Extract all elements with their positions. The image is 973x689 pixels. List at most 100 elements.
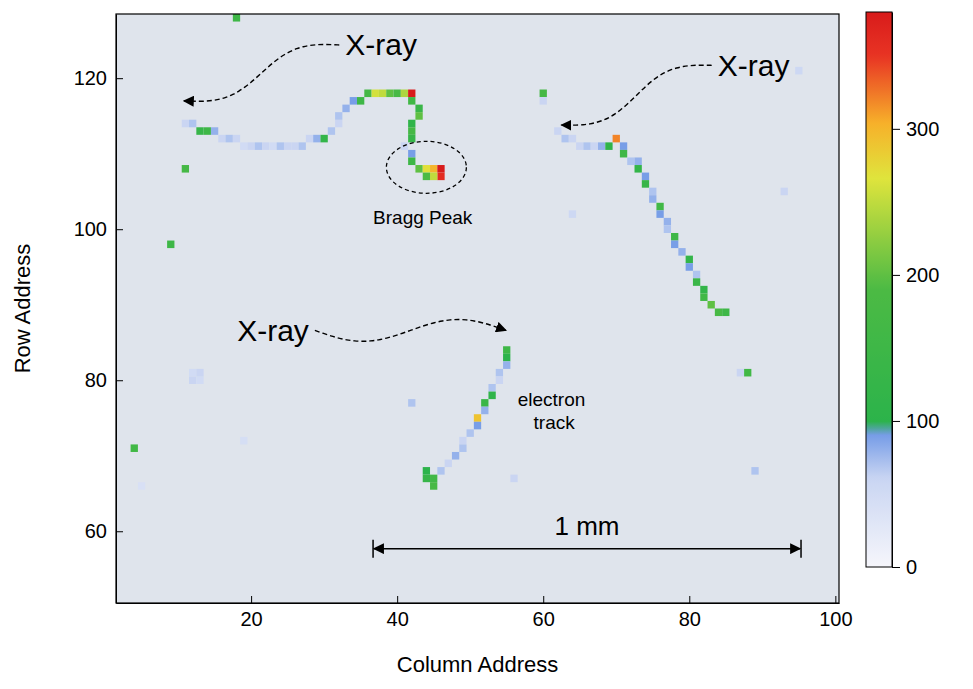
cell <box>328 127 335 135</box>
tick: 200 <box>892 264 939 286</box>
cell <box>364 90 371 98</box>
cell <box>189 369 196 377</box>
cell <box>415 105 422 113</box>
cell <box>138 482 145 490</box>
cell <box>196 376 203 384</box>
cell <box>605 142 612 150</box>
annotation-arrow <box>184 44 339 101</box>
annotations: X-rayX-rayX-rayBragg Peakelectron track <box>184 28 789 432</box>
cell <box>708 301 715 309</box>
cell <box>189 376 196 384</box>
cell <box>240 142 247 150</box>
y-axis-title: Row Address <box>10 244 35 374</box>
y-axis: 6080100120 <box>74 15 123 604</box>
tick-label: 200 <box>906 264 939 286</box>
cell <box>664 218 671 226</box>
cell <box>211 127 218 135</box>
axis-line <box>116 15 117 604</box>
cell <box>656 210 663 218</box>
cell <box>437 467 444 475</box>
cell <box>598 142 605 150</box>
cell <box>437 165 444 173</box>
cell <box>635 165 642 173</box>
cell <box>781 188 788 196</box>
cell <box>693 271 700 279</box>
tick-label: 0 <box>906 556 917 578</box>
cell <box>671 241 678 249</box>
cell <box>686 256 693 264</box>
cell <box>467 429 474 437</box>
cell <box>372 90 379 98</box>
tick-label: 20 <box>240 608 262 630</box>
cell <box>306 135 313 143</box>
cell <box>452 452 459 460</box>
cell <box>569 210 576 218</box>
cell <box>423 173 430 181</box>
tick-mark <box>116 229 123 230</box>
cell <box>620 142 627 150</box>
cell <box>408 90 415 98</box>
plot-frame <box>116 14 839 603</box>
tick-mark <box>116 380 123 381</box>
cell <box>627 157 634 165</box>
cell <box>299 142 306 150</box>
colorbar-axis: 0100200300 <box>892 13 939 578</box>
cell <box>496 369 503 377</box>
annotation: Bragg Peak <box>373 207 473 228</box>
tick-mark <box>892 421 900 422</box>
cell <box>408 157 415 165</box>
tick-label: 80 <box>679 608 701 630</box>
cell <box>408 135 415 143</box>
cell <box>423 165 430 173</box>
cell <box>510 475 517 483</box>
cell <box>540 90 547 98</box>
tick-mark <box>835 596 836 603</box>
cell <box>642 180 649 188</box>
cell <box>233 135 240 143</box>
tick: 60 <box>533 596 555 630</box>
cell <box>291 142 298 150</box>
cell <box>131 444 138 452</box>
tick-mark <box>116 78 123 79</box>
tick-label: 80 <box>85 369 107 391</box>
cell <box>678 248 685 256</box>
cell <box>430 475 437 483</box>
axis-line <box>892 13 893 568</box>
cell <box>642 173 649 181</box>
cell <box>262 142 269 150</box>
scale-bar-end <box>372 540 374 558</box>
tick-mark <box>689 596 690 603</box>
cell <box>408 150 415 158</box>
cell <box>401 90 408 98</box>
cell <box>320 135 327 143</box>
tick: 80 <box>85 369 123 391</box>
tick-label: 100 <box>74 218 107 240</box>
cell <box>671 233 678 241</box>
cell <box>423 475 430 483</box>
tick-label: 60 <box>533 608 555 630</box>
cell <box>481 399 488 407</box>
cell <box>649 195 656 203</box>
tick-mark <box>116 531 123 532</box>
cell <box>394 90 401 98</box>
tick-label: 300 <box>906 118 939 140</box>
tick: 0 <box>892 556 917 578</box>
cell <box>313 135 320 143</box>
cell <box>700 286 707 294</box>
cell <box>437 173 444 181</box>
cell <box>686 263 693 271</box>
cell <box>591 142 598 150</box>
cell <box>408 97 415 105</box>
x-axis-title: Column Address <box>397 652 558 677</box>
axis-line <box>117 603 840 604</box>
scale-bar-line <box>374 548 800 550</box>
annotation-arrow <box>561 65 711 125</box>
cell <box>408 120 415 128</box>
annotation-arrow <box>315 320 506 342</box>
cell <box>284 142 291 150</box>
cell <box>379 90 386 98</box>
scale-bar-end <box>800 540 802 558</box>
cell <box>430 482 437 490</box>
annotation: electron track <box>518 389 591 433</box>
cell <box>722 309 729 317</box>
